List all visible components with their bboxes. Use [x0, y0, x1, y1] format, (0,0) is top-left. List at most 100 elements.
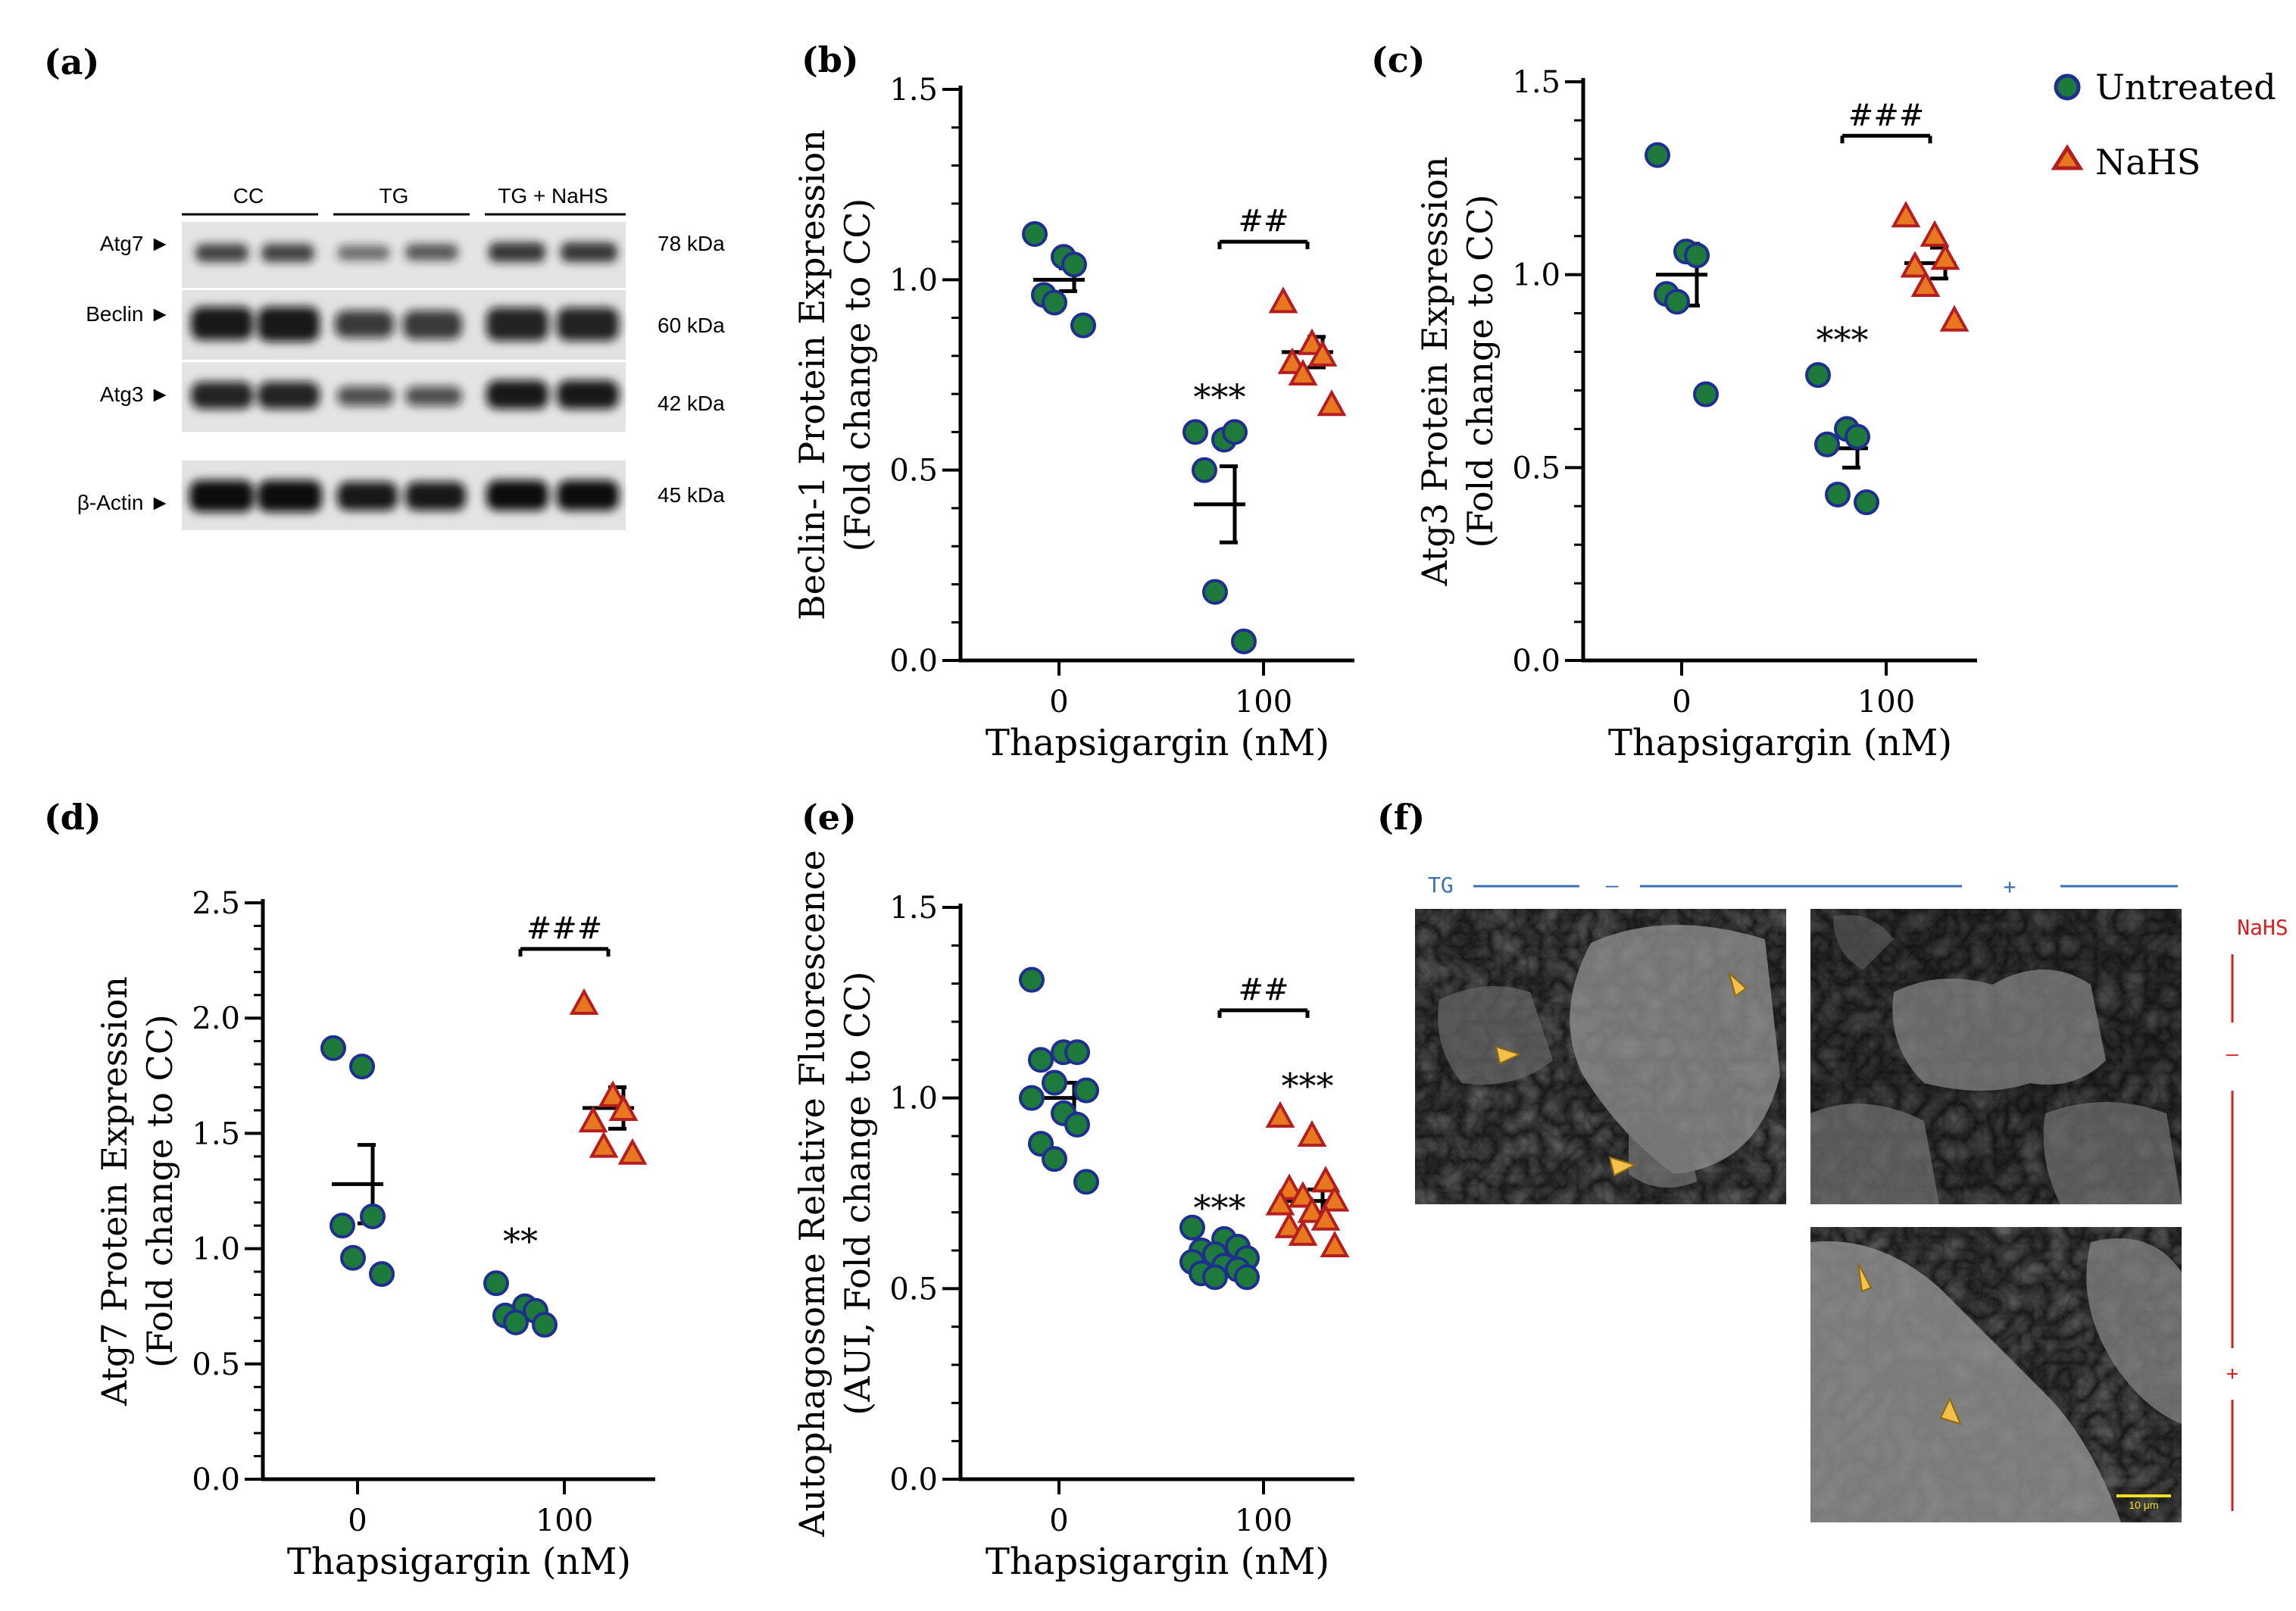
- y-axis-subtitle: (Fold change to CC): [139, 1014, 180, 1368]
- tg-plus: +: [2004, 874, 2016, 899]
- data-point-nahs: [1265, 1188, 1295, 1216]
- data-point-untreated: [483, 1270, 509, 1297]
- blot-band-labels: Atg7 ► Beclin ► Atg3 ► β-Actin ► 78 kDa …: [77, 232, 725, 514]
- band-size-atg3: 42 kDa: [658, 392, 725, 415]
- data-point-untreated: [340, 1244, 366, 1271]
- tg-minus: –: [1606, 873, 1619, 898]
- data-point-nahs: [1297, 1196, 1327, 1223]
- data-point-untreated: [1645, 142, 1670, 168]
- blot-bands-atg7: [195, 242, 617, 262]
- data-point-untreated: [1042, 1146, 1067, 1172]
- data-point-untreated: [1845, 423, 1870, 450]
- data-point-untreated: [1693, 381, 1719, 407]
- data-point-untreated: [1179, 1214, 1205, 1241]
- data-point-untreated: [1814, 431, 1840, 457]
- significance-label: ##: [1238, 973, 1289, 1007]
- data-point-nahs: [1297, 1119, 1327, 1147]
- blot-bands-beclin: [191, 307, 619, 342]
- band-size-actin: 45 kDa: [658, 483, 725, 507]
- x-tick-label: 0: [348, 1503, 367, 1538]
- y-tick-label: 1.0: [192, 1232, 240, 1267]
- blot-strips: [182, 222, 626, 530]
- legend-nahs-label: NaHS: [2095, 142, 2201, 183]
- data-point-untreated: [360, 1203, 386, 1229]
- data-point-nahs: [1310, 1166, 1341, 1193]
- data-point-nahs: [1274, 1173, 1304, 1200]
- data-point-nahs: [1265, 1101, 1295, 1128]
- blot-bands-actin: [189, 480, 619, 512]
- data-point-nahs: [608, 1094, 639, 1121]
- panel-label-a: (a): [44, 42, 99, 83]
- legend-untreated-label: Untreated: [2095, 67, 2276, 108]
- data-point-untreated: [1854, 489, 1879, 516]
- y-axis-title: Autophagosome Relative Fluorescence: [792, 850, 832, 1538]
- blot-strip-atg7: [182, 222, 626, 288]
- x-axis-title: Thapsigargin (nM): [986, 722, 1329, 764]
- micrograph-tg-minus: [1415, 909, 1786, 1204]
- x-tick-label: 0: [1049, 685, 1068, 720]
- panel-a: (a) CC TG TG + NaHS: [44, 42, 725, 530]
- legend-nahs-marker: [2051, 144, 2084, 170]
- data-point-untreated: [330, 1213, 355, 1239]
- significance-stars: ***: [1194, 376, 1246, 417]
- arrowhead: [1939, 1397, 1962, 1425]
- band-label-atg7: Atg7 ►: [100, 232, 170, 255]
- y-tick-label: 2.5: [192, 886, 240, 921]
- data-point-nahs: [1310, 1204, 1341, 1231]
- tg-label: TG: [1428, 873, 1454, 898]
- y-tick-label: 0.0: [889, 644, 938, 679]
- significance-stars: ***: [1816, 320, 1869, 361]
- panel-label: (d): [44, 797, 102, 838]
- y-tick-label: 1.0: [1512, 258, 1560, 293]
- group-label-cc: CC: [233, 184, 264, 208]
- data-point-untreated: [1022, 221, 1048, 248]
- data-point-untreated: [369, 1261, 395, 1288]
- data-point-untreated: [1064, 1111, 1090, 1138]
- data-point-nahs: [1320, 1185, 1350, 1212]
- data-point-nahs: [598, 1080, 628, 1107]
- data-point-nahs: [1307, 339, 1338, 367]
- data-point-untreated: [1019, 1085, 1045, 1111]
- data-point-nahs: [1920, 220, 1950, 247]
- data-point-untreated: [1070, 312, 1096, 339]
- y-tick-label: 0.0: [1512, 644, 1560, 679]
- y-axis-subtitle: (Fold change to CC): [837, 198, 878, 552]
- x-tick-label: 0: [1672, 685, 1691, 720]
- nahs-plus: +: [2226, 1363, 2238, 1385]
- arrowhead: [1608, 1156, 1637, 1177]
- data-point-nahs: [1891, 201, 1921, 228]
- significance-label: ###: [1848, 98, 1925, 133]
- y-tick-label: 1.0: [889, 1082, 938, 1116]
- data-point-untreated: [532, 1312, 558, 1338]
- data-point-nahs: [589, 1131, 619, 1158]
- data-point-nahs: [1288, 1219, 1318, 1246]
- significance-stars: ***: [1282, 1066, 1334, 1107]
- panel-label: (b): [801, 39, 859, 80]
- band-size-beclin: 60 kDa: [658, 314, 725, 337]
- data-point-nahs: [1930, 243, 1960, 270]
- significance-stars: ***: [1194, 1188, 1246, 1229]
- legend: Untreated NaHS: [2051, 67, 2276, 183]
- y-tick-label: 1.5: [889, 891, 938, 926]
- y-axis-title: Atg7 Protein Expression: [94, 976, 135, 1407]
- significance-label: ###: [526, 911, 603, 946]
- data-point-untreated: [1192, 457, 1217, 483]
- data-point-nahs: [1297, 328, 1327, 355]
- significance-stars: **: [503, 1221, 538, 1262]
- data-point-untreated: [1222, 419, 1248, 445]
- x-axis-title: Thapsigargin (nM): [986, 1541, 1329, 1583]
- data-point-nahs: [578, 1106, 608, 1133]
- micrograph-tg-plus-nahs-plus: 10 μm: [1810, 1227, 2182, 1522]
- data-point-nahs: [1939, 304, 1970, 332]
- data-point-untreated: [503, 1310, 529, 1336]
- nahs-minus: –: [2226, 1043, 2238, 1066]
- legend-untreated-marker: [2054, 73, 2081, 101]
- y-tick-label: 1.5: [1512, 65, 1560, 100]
- y-tick-label: 0.5: [889, 454, 938, 489]
- x-tick-label: 0: [1049, 1503, 1068, 1538]
- y-tick-label: 1.5: [192, 1116, 240, 1151]
